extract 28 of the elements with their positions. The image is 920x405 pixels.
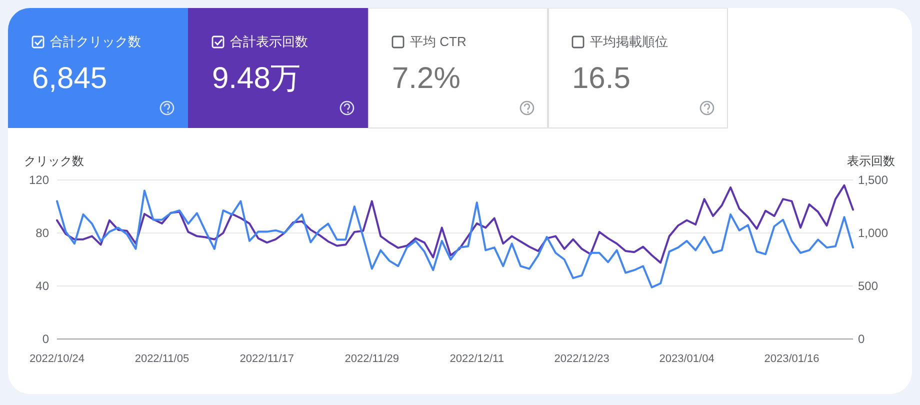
text: 6,845 (32, 62, 108, 95)
y2-axis-title: 表示回数 (847, 154, 895, 168)
x-tick-label: 2023/01/04 (659, 353, 714, 365)
x-tick-label: 2022/12/11 (450, 353, 504, 365)
x-tick-label: 2023/01/16 (764, 353, 820, 365)
line-series (56, 184, 854, 264)
text: 9.48万 (212, 62, 300, 95)
text: 16.5 (572, 62, 630, 95)
x-tick-label: 2022/11/05 (134, 353, 190, 365)
y2-tick-label: 500 (858, 279, 878, 293)
text: 平均掲載順位 (590, 34, 668, 49)
y-tick-label: 120 (28, 173, 50, 187)
y2-tick-label: 1,500 (858, 173, 888, 187)
y-tick-label: 0 (42, 332, 50, 346)
text: 平均 CTR (410, 34, 466, 49)
x-tick-label: 2022/11/29 (344, 353, 400, 365)
text: 合計クリック数 (50, 34, 141, 49)
y-tick-label: 80 (36, 226, 50, 240)
y-axis-title: クリック数 (24, 154, 84, 168)
text: 合計表示回数 (230, 34, 308, 49)
x-tick-label: 2022/10/24 (29, 353, 85, 365)
y2-tick-label: 1,000 (858, 226, 888, 240)
x-tick-label: 2022/11/17 (240, 353, 294, 365)
y-tick-label: 40 (36, 279, 50, 293)
x-tick-label: 2022/12/23 (554, 353, 610, 365)
line-series (56, 190, 854, 288)
text: 7.2% (392, 62, 460, 95)
y2-tick-label: 0 (858, 332, 865, 346)
